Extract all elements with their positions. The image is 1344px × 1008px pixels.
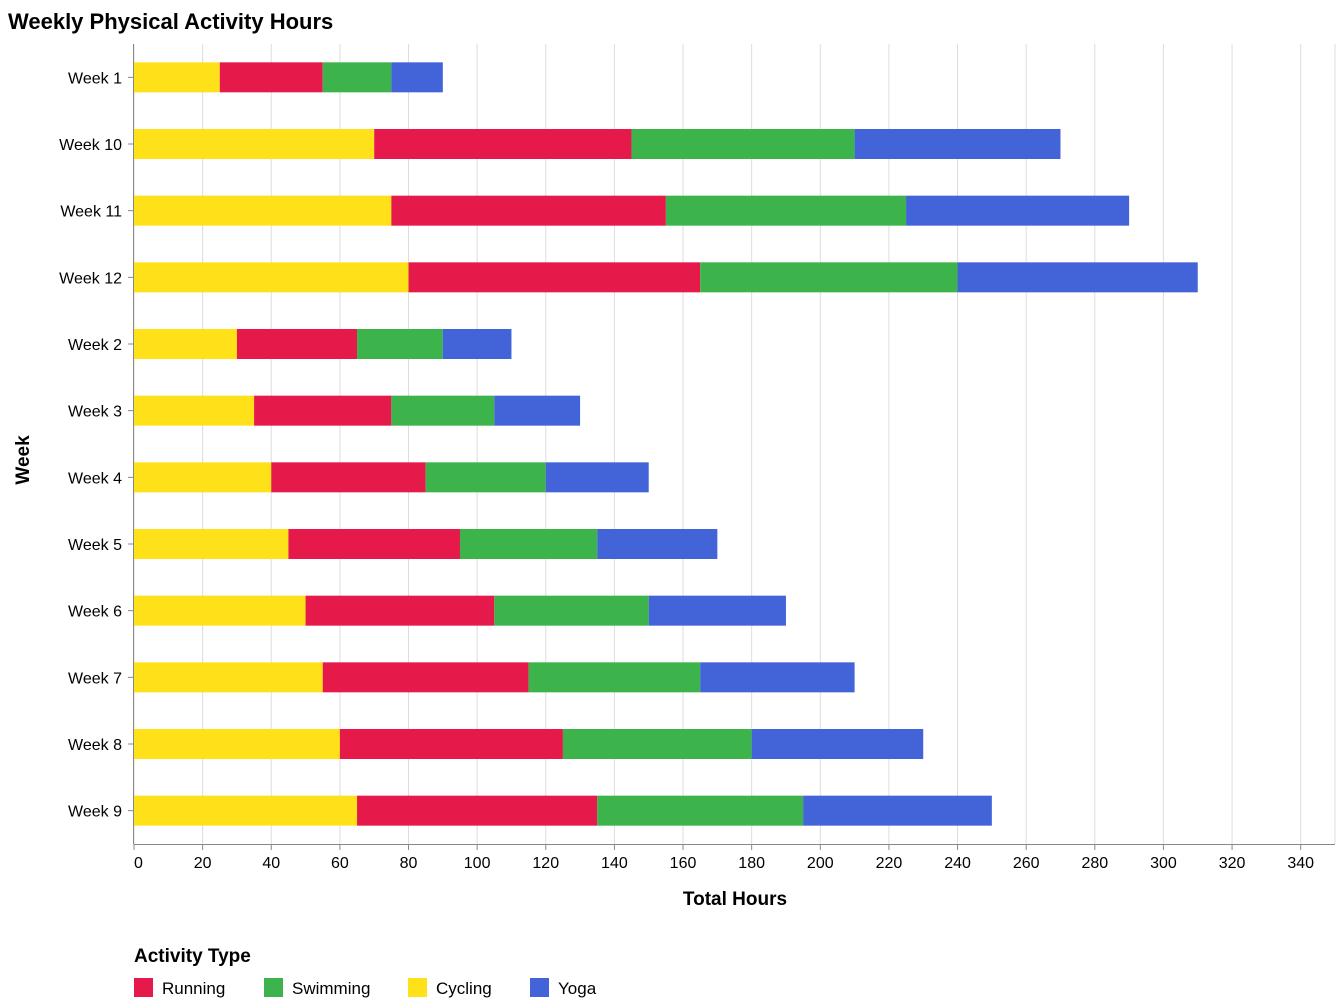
y-tick-label: Week 1: [68, 70, 122, 87]
x-axis: 0 20 40 60 80 100 120 140 160 180 200 220 240 260 280 3…: [133, 844, 1335, 872]
bar-cycling-week-12: [134, 262, 409, 293]
bar-cycling-week-4: [134, 462, 272, 493]
x-tick-label: 120: [532, 855, 559, 872]
bar-running-week-9: [357, 795, 598, 826]
bar-yoga-week-5: [597, 529, 718, 559]
bar-running-week-12: [408, 262, 701, 293]
bar-yoga-week-12: [957, 262, 1198, 293]
y-tick-label: Week 10: [59, 137, 122, 154]
x-tick-label: 340: [1287, 855, 1314, 872]
x-tick-label: 320: [1219, 855, 1246, 872]
legend-swatch-swimming: [264, 978, 283, 997]
x-tick-label: 200: [807, 855, 834, 872]
chart-title: Weekly Physical Activity Hours: [8, 9, 333, 34]
bar-running-week-7: [322, 662, 529, 693]
y-tick-label: Week 6: [68, 604, 122, 621]
bar-running-week-4: [271, 462, 426, 493]
bar-yoga-week-7: [700, 662, 855, 693]
x-tick-label: 60: [331, 855, 349, 872]
legend-label-swimming: Swimming: [292, 979, 370, 998]
bar-running-week-2: [236, 329, 358, 359]
bar-swimming-week-2: [357, 329, 443, 359]
bar-yoga-week-8: [751, 729, 924, 759]
bar-yoga-week-9: [803, 795, 992, 826]
bar-running-week-8: [339, 729, 563, 759]
bar-swimming-week-8: [562, 729, 752, 759]
bar-swimming-week-5: [459, 529, 598, 559]
y-tick-label: Week 7: [68, 670, 122, 687]
bar-cycling-week-8: [134, 729, 340, 759]
bar-cycling-week-11: [134, 195, 392, 226]
x-tick-label: 40: [262, 855, 280, 872]
bar-swimming-week-3: [391, 395, 495, 426]
y-axis: Week 1 Week 10 Week 11 Week 12 Week 2 Week 3 W…: [59, 44, 134, 844]
y-tick-label: Week 12: [59, 270, 122, 287]
legend-swatch-cycling: [408, 978, 427, 997]
legend-title: Activity Type: [134, 946, 251, 967]
legend-label-cycling: Cycling: [436, 979, 492, 998]
bar-yoga-week-4: [545, 462, 649, 493]
y-tick-label: Week 9: [68, 804, 122, 821]
bar-running-week-6: [305, 595, 495, 626]
bar-cycling-week-9: [134, 795, 358, 826]
x-tick-label: 300: [1150, 855, 1177, 872]
bar-swimming-week-7: [528, 662, 701, 693]
x-tick-label: 220: [876, 855, 903, 872]
y-tick-label: Week 8: [68, 737, 122, 754]
legend-label-yoga: Yoga: [558, 979, 597, 998]
bar-yoga-week-10: [854, 129, 1061, 159]
bar-swimming-week-1: [322, 62, 392, 93]
legend-swatch-running: [134, 978, 153, 997]
x-tick-label: 80: [400, 855, 418, 872]
bar-cycling-week-5: [134, 529, 289, 559]
bar-running-week-3: [254, 395, 392, 426]
bar-yoga-week-6: [648, 595, 786, 626]
x-tick-label: 20: [194, 855, 212, 872]
x-tick-label: 140: [601, 855, 628, 872]
x-tick-label: 0: [134, 855, 143, 872]
x-tick-label: 280: [1081, 855, 1108, 872]
y-tick-label: Week 3: [68, 404, 122, 421]
x-tick-label: 160: [670, 855, 697, 872]
bar-yoga-week-11: [906, 195, 1130, 226]
bar-swimming-week-11: [665, 195, 907, 226]
bar-cycling-week-1: [134, 62, 220, 93]
bar-running-week-10: [374, 129, 632, 159]
bar-swimming-week-4: [425, 462, 546, 493]
bar-yoga-week-1: [391, 62, 443, 93]
x-tick-label: 240: [944, 855, 971, 872]
bar-yoga-week-3: [494, 395, 581, 426]
x-axis-title: Total Hours: [683, 889, 787, 910]
grid-lines: [133, 44, 1336, 844]
bar-swimming-week-6: [494, 595, 649, 626]
bar-swimming-week-10: [631, 129, 855, 159]
bar-yoga-week-2: [442, 329, 512, 359]
x-tick-label: 180: [738, 855, 765, 872]
x-tick-label: 100: [464, 855, 491, 872]
y-tick-label: Week 2: [68, 337, 122, 354]
y-tick-label: Week 5: [68, 537, 122, 554]
legend: Running Swimming Cycling Yoga: [134, 978, 597, 998]
legend-swatch-yoga: [530, 978, 549, 997]
bar-cycling-week-10: [134, 129, 375, 159]
x-tick-label: 260: [1013, 855, 1040, 872]
bar-swimming-week-9: [597, 795, 804, 826]
y-tick-label: Week 11: [60, 204, 122, 221]
y-tick-label: Week 4: [68, 470, 122, 487]
bar-running-week-1: [219, 62, 323, 93]
bar-cycling-week-3: [134, 395, 255, 426]
bar-running-week-5: [288, 529, 460, 559]
bars-group: [134, 62, 1198, 826]
bar-cycling-week-6: [134, 595, 306, 626]
bar-cycling-week-2: [134, 329, 237, 359]
y-axis-title: Week: [13, 435, 34, 485]
bar-cycling-week-7: [134, 662, 323, 693]
legend-label-running: Running: [162, 979, 225, 998]
bar-swimming-week-12: [700, 262, 958, 293]
bar-running-week-11: [391, 195, 666, 226]
